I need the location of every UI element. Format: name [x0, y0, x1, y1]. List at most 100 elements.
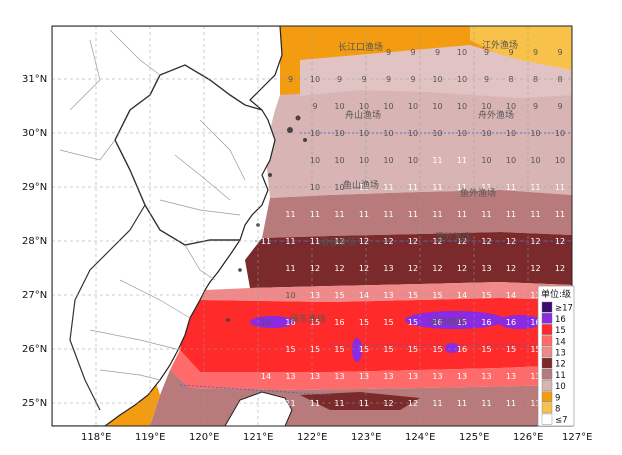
grid-value: 10 — [530, 156, 540, 165]
grid-value: 15 — [383, 345, 393, 354]
grid-value: 11 — [481, 183, 491, 192]
grid-value: 11 — [285, 264, 295, 273]
grid-value: 11 — [506, 210, 516, 219]
grid-value: 13 — [359, 372, 369, 381]
lon-label: 123°E — [351, 432, 381, 443]
grid-value: 15 — [457, 318, 467, 327]
island — [287, 127, 293, 133]
grid-value: 10 — [383, 129, 393, 138]
zone-label: 鱼山渔场 — [343, 179, 379, 191]
island — [295, 115, 301, 121]
grid-value: 15 — [432, 345, 442, 354]
legend-label: 11 — [555, 371, 566, 381]
grid-value: 14 — [359, 291, 369, 300]
legend-swatch — [541, 357, 553, 369]
legend-label: ≤7 — [555, 416, 568, 426]
grid-value: 15 — [334, 345, 344, 354]
grid-value: 14 — [261, 372, 271, 381]
grid-value: 11 — [408, 210, 418, 219]
grid-value: 10 — [432, 129, 442, 138]
grid-value: 9 — [312, 102, 317, 111]
grid-value: 8 — [557, 75, 562, 84]
grid-value: 11 — [457, 156, 467, 165]
grid-value: 12 — [359, 237, 369, 246]
zone-labels: 长江口渔场 江外渔场 舟山渔场 舟外渔场 鱼山渔场 鱼外渔场 温台渔场 温外渔场… — [290, 39, 518, 328]
grid-value: 11 — [310, 210, 320, 219]
grid-value: 10 — [359, 102, 369, 111]
grid-value: 10 — [481, 129, 491, 138]
grid-value: 10 — [506, 129, 516, 138]
grid-value: 12 — [506, 264, 516, 273]
grid-value: 13 — [481, 372, 491, 381]
grid-value: 13 — [383, 291, 393, 300]
grid-value: 15 — [408, 345, 418, 354]
grid-value: 15 — [481, 291, 491, 300]
grid-value: 16 — [334, 318, 344, 327]
band-10-light — [300, 45, 572, 98]
lon-label: 127°E — [562, 432, 592, 443]
grid-value: 10 — [310, 183, 320, 192]
grid-value: 9 — [533, 48, 538, 57]
zone-label: 长江口渔场 — [338, 41, 383, 53]
lat-label: 26°N — [22, 344, 47, 355]
grid-value: 15 — [530, 345, 540, 354]
lon-label: 118°E — [81, 432, 111, 443]
grid-value: 11 — [432, 156, 442, 165]
grid-value: 15 — [359, 345, 369, 354]
lon-label: 125°E — [459, 432, 489, 443]
band-16-patch-5 — [445, 343, 459, 353]
zone-label: 舟山渔场 — [345, 109, 381, 121]
grid-value: 13 — [285, 372, 295, 381]
grid-value: 9 — [410, 48, 415, 57]
grid-value: 12 — [383, 399, 393, 408]
grid-value: 12 — [432, 237, 442, 246]
grid-value: 9 — [484, 48, 489, 57]
lat-label: 30°N — [22, 128, 47, 139]
grid-value: 11 — [285, 237, 295, 246]
grid-value: 15 — [310, 318, 320, 327]
grid-value: 11 — [383, 210, 393, 219]
grid-value: 10 — [334, 102, 344, 111]
zone-label: 舟外渔场 — [478, 109, 514, 121]
grid-value: 12 — [432, 264, 442, 273]
island — [268, 173, 272, 177]
lon-label: 122°E — [297, 432, 327, 443]
grid-value: 10 — [457, 48, 467, 57]
legend-swatch — [541, 402, 553, 414]
band-14-south — [170, 350, 572, 390]
band-11 — [262, 190, 572, 238]
grid-value: 9 — [557, 102, 562, 111]
legend-label: 14 — [555, 337, 566, 347]
grid-value: 13 — [383, 264, 393, 273]
legend-label: 9 — [555, 393, 560, 403]
grid-value: 10 — [310, 129, 320, 138]
coastline — [52, 26, 283, 426]
grid-value: 15 — [285, 345, 295, 354]
grid-value: 13 — [530, 291, 540, 300]
band-16-patch-1 — [250, 316, 294, 328]
grid-value: 15 — [383, 318, 393, 327]
grid-value: 11 — [481, 210, 491, 219]
zhejiang-boundary — [114, 64, 263, 246]
grid-value: 10 — [261, 318, 271, 327]
grid-value: 12 — [481, 237, 491, 246]
grid-value: 10 — [432, 75, 442, 84]
grid-value: 15 — [359, 318, 369, 327]
lon-label: 120°E — [189, 432, 219, 443]
grid-value: 15 — [310, 345, 320, 354]
grid-value: 11 — [481, 399, 491, 408]
grid-value: 16 — [285, 318, 295, 327]
grid-value: 12 — [555, 237, 565, 246]
taiwan — [224, 391, 293, 426]
lon-label: 119°E — [135, 432, 165, 443]
grid-value: 12 — [408, 264, 418, 273]
grid-value: 10 — [555, 156, 565, 165]
grid-value: 14 — [457, 291, 467, 300]
grid-value: 11 — [457, 399, 467, 408]
grid-value: 9 — [386, 48, 391, 57]
grid-value: 12 — [530, 264, 540, 273]
grid-values: 9 9 9 10 9 9 9 9 9 10 9 9 9 9 10 10 9 8 8 8 9 10 10 10 10 10 10 10 1… — [261, 48, 565, 408]
grid-value: 10 — [359, 129, 369, 138]
